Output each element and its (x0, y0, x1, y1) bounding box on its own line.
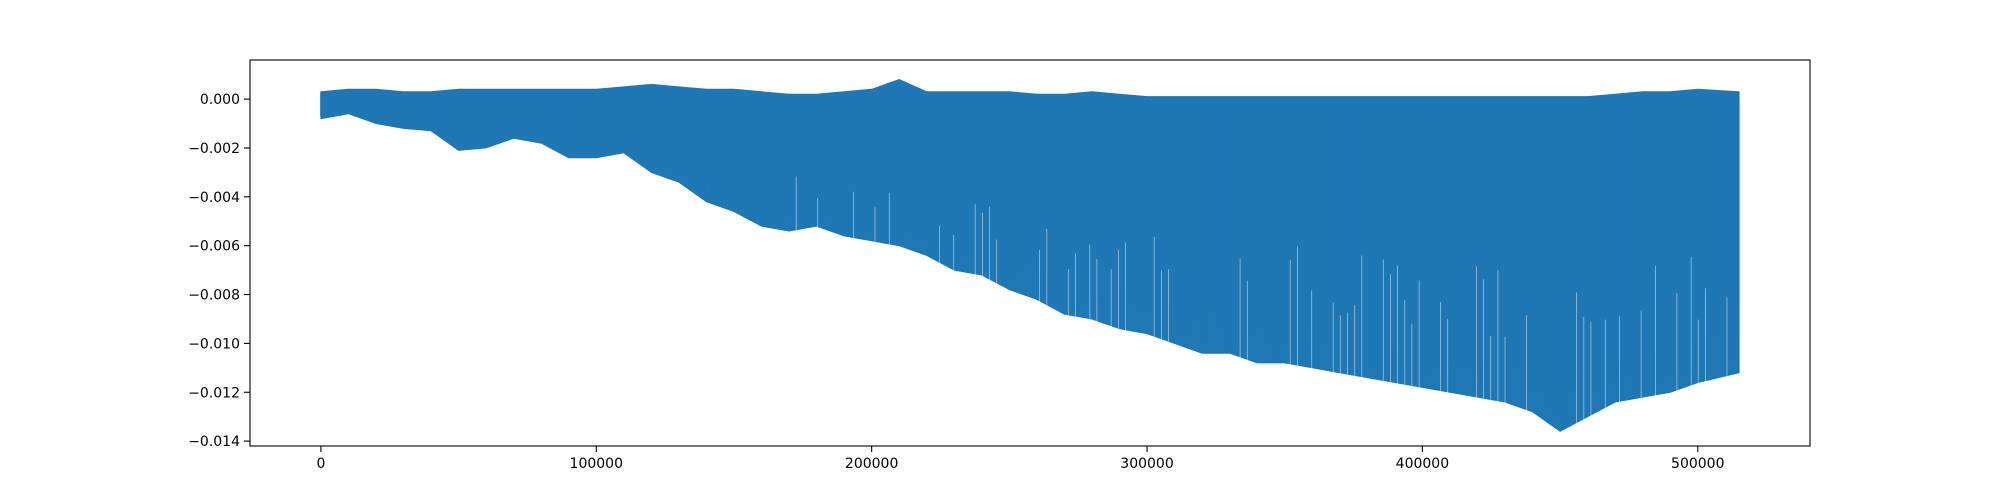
series-0-line (320, 80, 1740, 424)
x-tick-label: 500000 (1671, 456, 1724, 472)
y-tick-label: −0.004 (188, 190, 240, 206)
axes-layer: 0 100000 200000 300000 400000 500000 0.000 −0.0… (188, 59, 1811, 472)
y-tick-label: −0.002 (188, 141, 240, 157)
x-tick-label: 0 (316, 456, 325, 472)
y-tick-label: −0.008 (188, 288, 240, 304)
series-0-spikes (320, 80, 1740, 429)
x-tick-label: 100000 (570, 456, 623, 472)
y-tick-label: −0.014 (188, 434, 240, 450)
x-tick-label: 200000 (845, 456, 898, 472)
y-tick-label: −0.010 (188, 336, 240, 352)
y-tick-label: −0.006 (188, 239, 240, 255)
series-0-gaps (795, 176, 1728, 429)
plot-frame (249, 59, 1811, 447)
y-tick-label: 0.000 (200, 92, 240, 108)
x-tick-label: 400000 (1396, 456, 1449, 472)
y-tick-label: −0.012 (188, 385, 240, 401)
series-layer (320, 78, 1740, 432)
x-tick-label: 300000 (1120, 456, 1173, 472)
